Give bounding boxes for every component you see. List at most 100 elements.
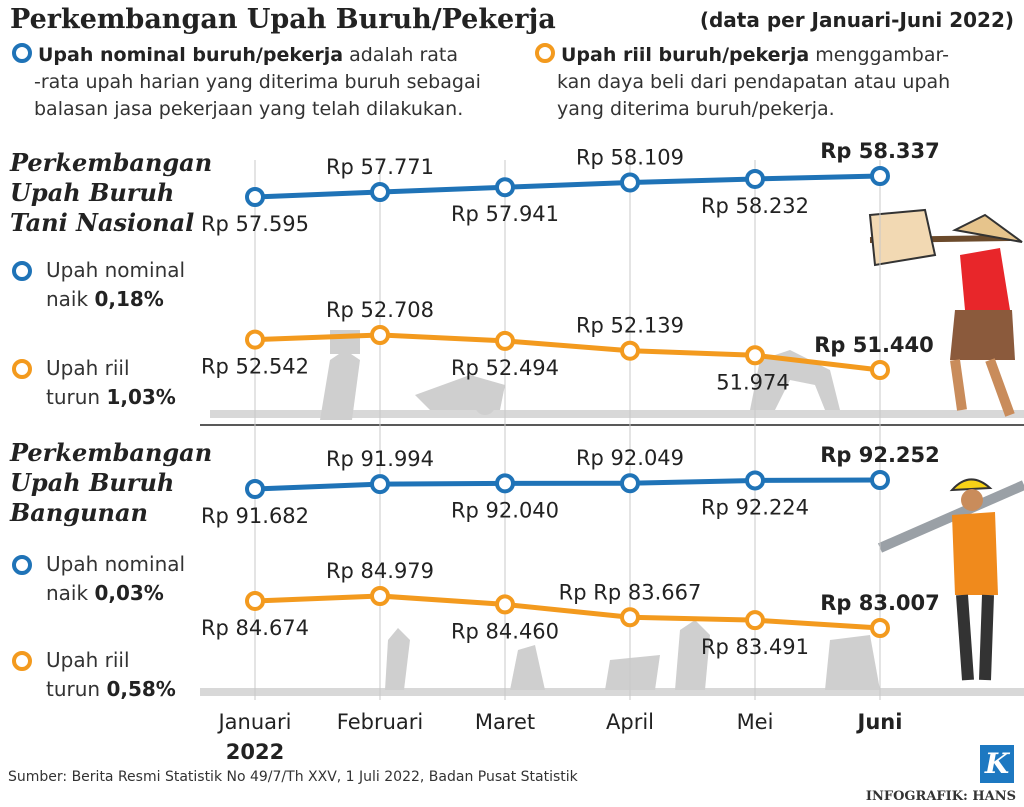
- construction-section-title: Perkembangan Upah Buruh Bangunan: [10, 438, 212, 528]
- legend-nominal-term: Upah nominal buruh/pekerja: [38, 44, 344, 66]
- legend-real-term: Upah riil buruh/pekerja: [561, 44, 810, 66]
- construction-real-label-mei: Rp 83.491: [701, 635, 809, 659]
- farm-nominal-label-april: Rp 58.109: [576, 145, 684, 169]
- legend-real: Upah riil buruh/pekerja menggambar- kan …: [535, 42, 1015, 123]
- farm-real-point-januari: [245, 329, 265, 350]
- construction-real-dir: turun: [46, 677, 101, 701]
- worker-silhouette-3: [675, 620, 710, 690]
- legend-nominal-line1: adalah rata: [343, 44, 458, 66]
- real-ring-icon: [535, 43, 555, 63]
- construction-nominal-label-januari: Rp 91.682: [201, 504, 309, 528]
- hard-hat: [949, 478, 993, 492]
- worker-head: [961, 489, 983, 511]
- x-tick-februari: Februari: [337, 710, 423, 734]
- construction-real-point-januari: [245, 590, 265, 611]
- farm-real-line: [254, 332, 881, 373]
- farm-title-line1: Perkembangan: [10, 148, 213, 177]
- farmer-carrying-silhouette: [320, 350, 360, 420]
- farm-nominal-point-maret: [495, 177, 515, 198]
- legend-real-line2: kan daya beli dari pendapatan atau upah: [557, 71, 951, 93]
- x-tick-april: April: [606, 710, 654, 734]
- farmer-legs: [950, 358, 1015, 417]
- cement-mixer-silhouette: [825, 635, 880, 690]
- farm-real-point-maret: [495, 330, 515, 351]
- source-note: Sumber: Berita Resmi Statistik No 49/7/T…: [8, 769, 578, 785]
- x-tick-januari: Januari: [216, 710, 291, 734]
- construction-nominal-label: Upah nominal: [46, 552, 186, 576]
- construction-nominal-point-april: [620, 473, 640, 494]
- construction-nominal-label-april: Rp 92.049: [576, 446, 684, 470]
- construction-nominal-point-januari: [245, 479, 265, 499]
- construction-title-line3: Bangunan: [10, 498, 148, 527]
- construction-nominal-label-februari: Rp 91.994: [326, 447, 434, 471]
- farm-real-change: 1,03%: [106, 385, 176, 409]
- x-tick-maret: Maret: [475, 710, 535, 734]
- construction-nominal-label-mei: Rp 92.224: [701, 495, 809, 519]
- construction-nominal-point-februari: [370, 474, 390, 495]
- farm-real-label-maret: Rp 52.494: [451, 356, 559, 380]
- legend-nominal: Upah nominal buruh/pekerja adalah rata -…: [12, 42, 492, 123]
- construction-nominal-point-mei: [745, 470, 765, 491]
- farm-nominal-dir: naik: [46, 287, 89, 311]
- construction-nominal-label-maret: Rp 92.040: [451, 498, 559, 522]
- farm-nominal-line: [254, 173, 881, 200]
- farm-nominal-label-mei: Rp 58.232: [701, 194, 809, 218]
- construction-nominal-point-maret: [495, 473, 515, 494]
- farm-real-dir: turun: [46, 385, 101, 409]
- construction-title-line2: Upah Buruh: [10, 468, 175, 497]
- farm-nominal-point-juni: [870, 166, 890, 186]
- decorative-silhouettes: [200, 330, 1024, 696]
- wheelbarrow-silhouette: [605, 655, 660, 690]
- farm-nominal-point-mei: [745, 168, 765, 189]
- infographic-credit: INFOGRAFIK: HANS: [865, 789, 1016, 804]
- farm-real-label-mei: 51.974: [716, 370, 789, 394]
- rice-bundle: [868, 208, 937, 267]
- farm-nominal-label-februari: Rp 57.771: [326, 155, 434, 179]
- legend-nominal-line2: -rata upah harian yang diterima buruh se…: [34, 71, 481, 93]
- farm-real-label-april: Rp 52.139: [576, 314, 684, 338]
- nominal-ring-icon: [12, 43, 32, 63]
- real-ring-icon: [12, 651, 32, 671]
- farm-nominal-point-april: [620, 172, 640, 193]
- worker-legs: [956, 594, 994, 681]
- farm-nominal-label-juni: Rp 58.337: [820, 139, 940, 163]
- farm-nominal-label: Upah nominal: [46, 258, 186, 282]
- farm-real-label: Upah riil: [46, 356, 130, 380]
- farm-real-label-februari: Rp 52.708: [326, 298, 434, 322]
- construction-nominal-change: 0,03%: [94, 581, 164, 605]
- farm-nominal-change: 0,18%: [94, 287, 164, 311]
- farm-title-line3: Tani Nasional: [10, 208, 195, 237]
- legend-nominal-line3: balasan jasa pekerjaan yang telah dilaku…: [34, 98, 464, 120]
- brown-skirt: [950, 310, 1015, 360]
- construction-worker-illustration: [877, 478, 1024, 681]
- construction-nominal-line: [254, 477, 881, 492]
- farmer-illustration: [868, 208, 1023, 417]
- construction-real-point-maret: [495, 594, 515, 615]
- construction-real-line: [254, 593, 881, 631]
- construction-nominal-label-juni: Rp 92.252: [820, 443, 940, 467]
- construction-real-label: Upah riil: [46, 648, 130, 672]
- x-tick-mei: Mei: [737, 710, 774, 734]
- construction-real-point-juni: [870, 618, 890, 638]
- farm-section-title: Perkembangan Upah Buruh Tani Nasional: [10, 148, 212, 238]
- farm-real-label-januari: Rp 52.542: [201, 355, 309, 379]
- farm-nominal-label-maret: Rp 57.941: [451, 202, 559, 226]
- real-ring-icon: [12, 359, 32, 379]
- construction-ground-strip: [200, 688, 1024, 696]
- farm-title-line2: Upah Buruh: [10, 178, 175, 207]
- farm-real-point-mei: [745, 345, 765, 366]
- nominal-ring-icon: [12, 555, 32, 575]
- legend-real-line1: menggambar-: [809, 44, 949, 66]
- construction-real-label-juni: Rp 83.007: [820, 591, 940, 615]
- steel-beam: [877, 480, 1024, 553]
- farm-real-stat: Upah riil turun 1,03%: [12, 354, 176, 412]
- data-period: (data per Januari-Juni 2022): [699, 8, 1014, 32]
- tractor-wheel-silhouette: [475, 395, 495, 415]
- farm-nominal-point-januari: [245, 187, 265, 207]
- farm-real-point-juni: [870, 360, 890, 380]
- farm-real-point-april: [620, 340, 640, 361]
- conical-hat: [951, 213, 1023, 243]
- x-tick-year: 2022: [226, 740, 284, 764]
- worker-silhouette-2: [510, 645, 545, 690]
- legend-real-line3: yang diterima buruh/pekerja.: [557, 98, 835, 120]
